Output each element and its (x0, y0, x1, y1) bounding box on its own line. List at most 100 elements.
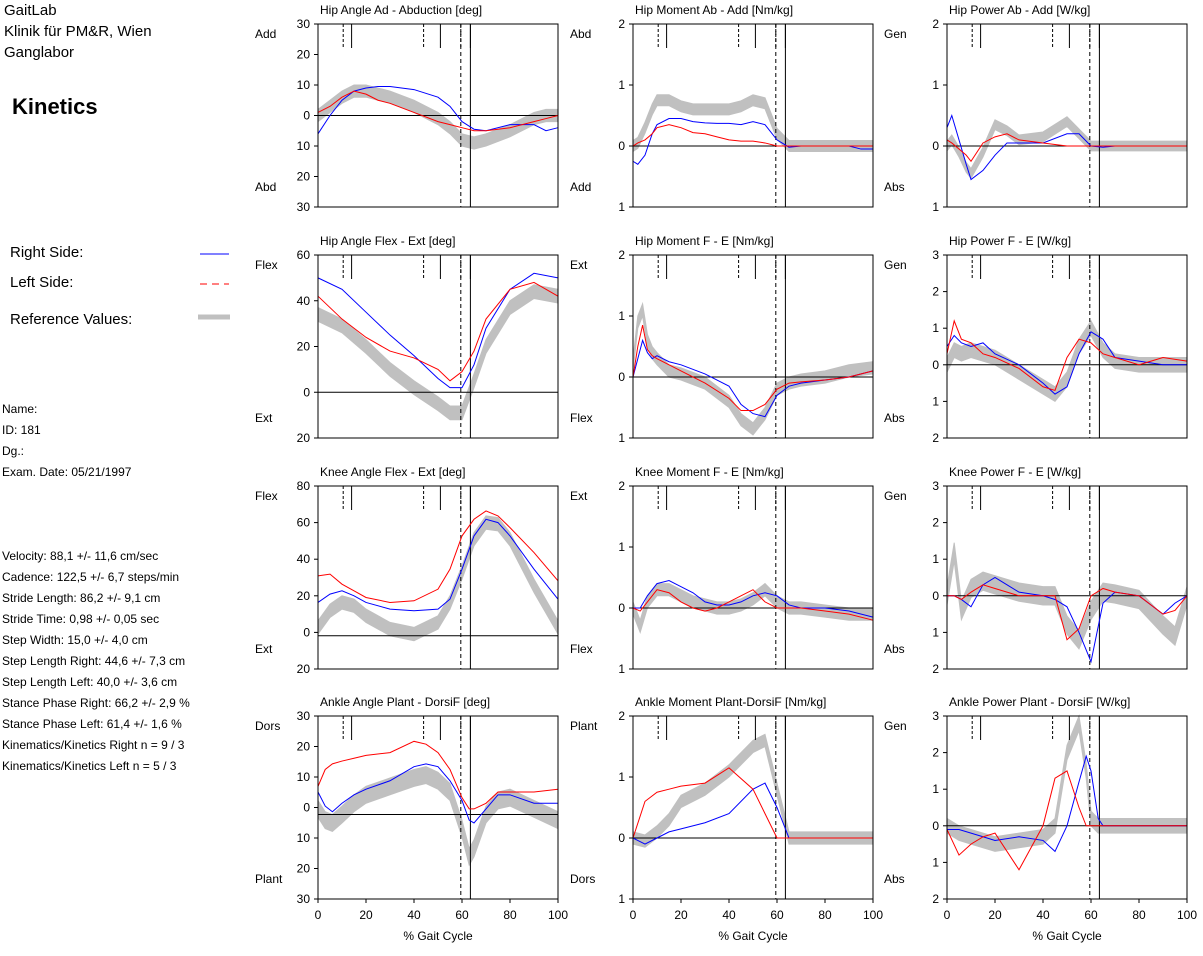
y-tick-label: 1 (932, 200, 939, 214)
reference-band (632, 94, 874, 153)
plot-frame (946, 23, 1188, 208)
y-tick-label: 1 (932, 855, 939, 869)
y-tick-label: 2 (932, 17, 939, 31)
chart-title: Ankle Angle Plant - DorsiF [deg] (320, 695, 490, 709)
x-tick-label: 40 (407, 908, 421, 922)
y-tick-label: 1 (618, 309, 625, 323)
left-side-curve (317, 90, 559, 132)
x-tick-label: 20 (674, 908, 688, 922)
x-tick-label: 0 (944, 908, 951, 922)
chart-panel: Hip Angle Ad - Abduction [deg] Add Abd 30 20… (255, 3, 559, 214)
y-tick-label: 1 (932, 782, 939, 796)
dept-name: Ganglabor (4, 44, 75, 61)
y-tick-label: 10 (297, 831, 311, 845)
chart-bottom-label: Abs (884, 872, 905, 886)
y-tick-label: 1 (618, 892, 625, 906)
y-tick-label: 10 (297, 78, 311, 92)
chart-panel: Knee Angle Flex - Ext [deg] Flex Ext 80 60 40… (255, 465, 559, 676)
y-tick-label: 2 (932, 892, 939, 906)
reference-band (632, 733, 874, 848)
chart-title: Knee Power F - E [W/kg] (949, 465, 1081, 479)
plot-frame (317, 23, 559, 208)
y-tick-label: 1 (932, 625, 939, 639)
gait-parameter: Stance Phase Right: 66,2 +/- 2,9 % (2, 696, 190, 710)
reference-band (317, 766, 559, 867)
y-tick-label: 1 (618, 540, 625, 554)
y-tick-label: 20 (297, 48, 311, 62)
right-side-curve (317, 518, 559, 612)
y-tick-label: 60 (297, 248, 311, 262)
exam-date: Exam. Date: 05/21/1997 (2, 465, 132, 479)
x-axis-label: % Gait Cycle (1032, 929, 1102, 943)
y-tick-label: 60 (297, 516, 311, 530)
chart-title: Ankle Moment Plant-DorsiF [Nm/kg] (635, 695, 826, 709)
plot-frame (317, 485, 559, 670)
y-tick-label: 10 (297, 139, 311, 153)
plot-frame (632, 254, 874, 439)
y-tick-label: 30 (297, 200, 311, 214)
x-tick-label: 60 (770, 908, 784, 922)
y-tick-label: 1 (618, 662, 625, 676)
y-tick-label: 2 (932, 516, 939, 530)
patient-dg: Dg.: (2, 444, 25, 458)
chart-bottom-label: Abs (884, 180, 905, 194)
y-tick-label: 0 (618, 831, 625, 845)
right-side-curve (632, 338, 874, 418)
left-side-curve (632, 325, 874, 412)
reference-band (317, 515, 559, 642)
chart-top-label: Ext (570, 489, 588, 503)
x-tick-label: 0 (315, 908, 322, 922)
left-side-curve (632, 589, 874, 621)
gait-parameter: Step Width: 15,0 +/- 4,0 cm (2, 633, 148, 647)
chart-top-label: Flex (255, 258, 278, 272)
y-tick-label: 0 (932, 819, 939, 833)
reference-band (317, 284, 559, 421)
chart-top-label: Gen (884, 27, 907, 41)
lab-name: GaitLab (4, 2, 57, 19)
y-tick-label: 2 (932, 431, 939, 445)
chart-top-label: Dors (255, 719, 280, 733)
left-side-curve (946, 133, 1187, 163)
chart-panel: Hip Power Ab - Add [W/kg] Gen Abs 2 1 0 1 (884, 3, 1188, 214)
left-side-curve (632, 124, 873, 147)
y-tick-label: 1 (932, 321, 939, 335)
y-tick-label: 2 (618, 709, 625, 723)
chart-top-label: Gen (884, 258, 907, 272)
y-tick-label: 0 (618, 601, 625, 615)
y-tick-label: 2 (618, 248, 625, 262)
y-tick-label: 10 (297, 770, 311, 784)
y-tick-label: 0 (303, 625, 310, 639)
gait-parameter: Cadence: 122,5 +/- 6,7 steps/min (2, 570, 180, 584)
x-tick-label: 60 (455, 908, 469, 922)
gait-parameter: Stride Length: 86,2 +/- 9,1 cm (2, 591, 161, 605)
y-tick-label: 2 (618, 479, 625, 493)
chart-title: Hip Moment F - E [Nm/kg] (635, 234, 774, 248)
y-tick-label: 1 (618, 78, 625, 92)
x-tick-label: 80 (503, 908, 517, 922)
gait-parameter: Kinematics/Kinetics Right n = 9 / 3 (2, 738, 185, 752)
reference-band (317, 84, 559, 150)
chart-top-label: Gen (884, 489, 907, 503)
x-tick-label: 20 (359, 908, 373, 922)
plot-frame (946, 715, 1188, 900)
chart-panel: Hip Moment Ab - Add [Nm/kg] Abd Add 2 1 0 1 (570, 3, 874, 214)
reference-band (946, 116, 1188, 180)
patient-name: Name: (2, 402, 38, 416)
y-tick-label: 20 (297, 170, 311, 184)
chart-bottom-label: Abs (884, 411, 905, 425)
y-tick-label: 2 (618, 17, 625, 31)
right-side-curve (946, 331, 1187, 395)
x-tick-label: 100 (548, 908, 568, 922)
y-tick-label: 20 (297, 740, 311, 754)
gait-parameter: Stance Phase Left: 61,4 +/- 1,6 % (2, 717, 182, 731)
x-tick-label: 80 (818, 908, 832, 922)
left-side-curve (632, 767, 873, 839)
x-tick-label: 40 (722, 908, 736, 922)
y-tick-label: 30 (297, 17, 311, 31)
y-tick-label: 3 (932, 248, 939, 262)
chart-title: Hip Angle Flex - Ext [deg] (320, 234, 455, 248)
chart-title: Knee Angle Flex - Ext [deg] (320, 465, 465, 479)
left-side-curve (317, 281, 559, 382)
chart-top-label: Abd (570, 27, 591, 41)
chart-top-label: Gen (884, 719, 907, 733)
